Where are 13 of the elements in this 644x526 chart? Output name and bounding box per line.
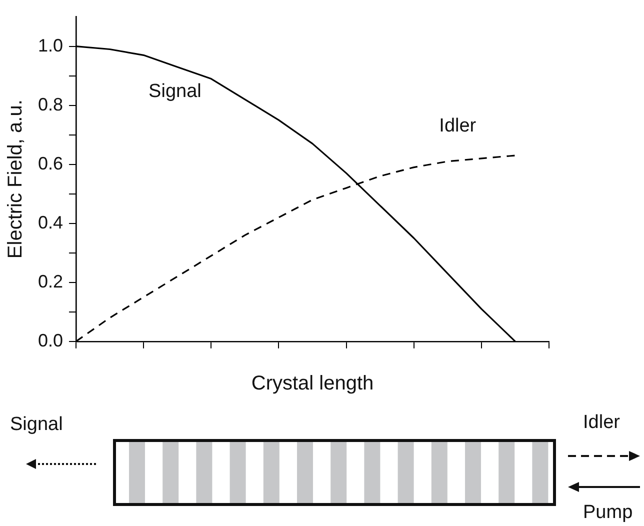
x-axis-title: Crystal length (251, 372, 374, 395)
y-axis-title: Electric Field, a.u. (4, 100, 27, 259)
series-label: Signal (148, 81, 202, 102)
y-tick-label: 1.0 (38, 35, 64, 56)
y-tick-label: 0.8 (38, 94, 64, 114)
y-tick-label: 0.6 (38, 153, 64, 174)
text: Pump (583, 502, 633, 524)
series-label: Idler (439, 116, 477, 137)
text: Idler (583, 412, 620, 434)
y-tick-label: 0.0 (38, 330, 64, 350)
text: Signal (10, 414, 63, 436)
y-tick-label: 0.4 (38, 212, 64, 232)
y-tick-label: 0.2 (38, 271, 64, 292)
